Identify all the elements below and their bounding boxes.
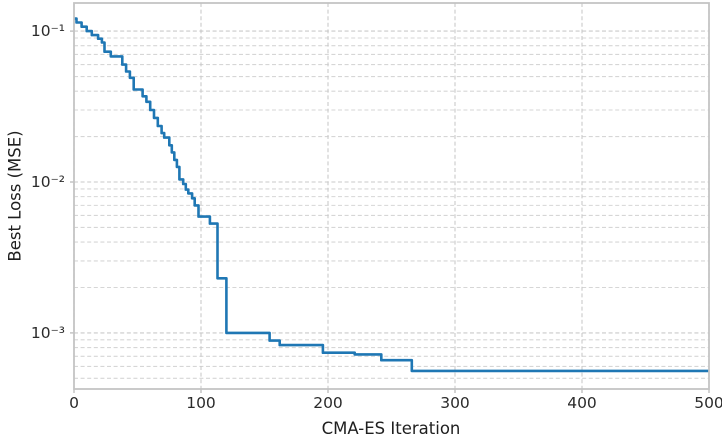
x-tick-label: 200 <box>313 394 343 412</box>
x-tick-label: 0 <box>69 394 79 412</box>
plot-border <box>73 2 710 390</box>
y-tick-label: 10⁻² <box>30 173 65 191</box>
y-axis-label: Best Loss (MSE) <box>5 130 25 262</box>
x-tick-label: 300 <box>440 394 470 412</box>
y-tick-label: 10⁻³ <box>30 323 65 342</box>
x-tick-label: 400 <box>567 394 597 412</box>
y-tick-label: 10⁻¹ <box>30 22 65 41</box>
x-axis-label: CMA-ES Iteration <box>321 419 461 438</box>
loss-curve-line <box>74 17 709 373</box>
x-tick-label: 100 <box>186 394 216 412</box>
x-tick-label: 500 <box>694 394 722 412</box>
